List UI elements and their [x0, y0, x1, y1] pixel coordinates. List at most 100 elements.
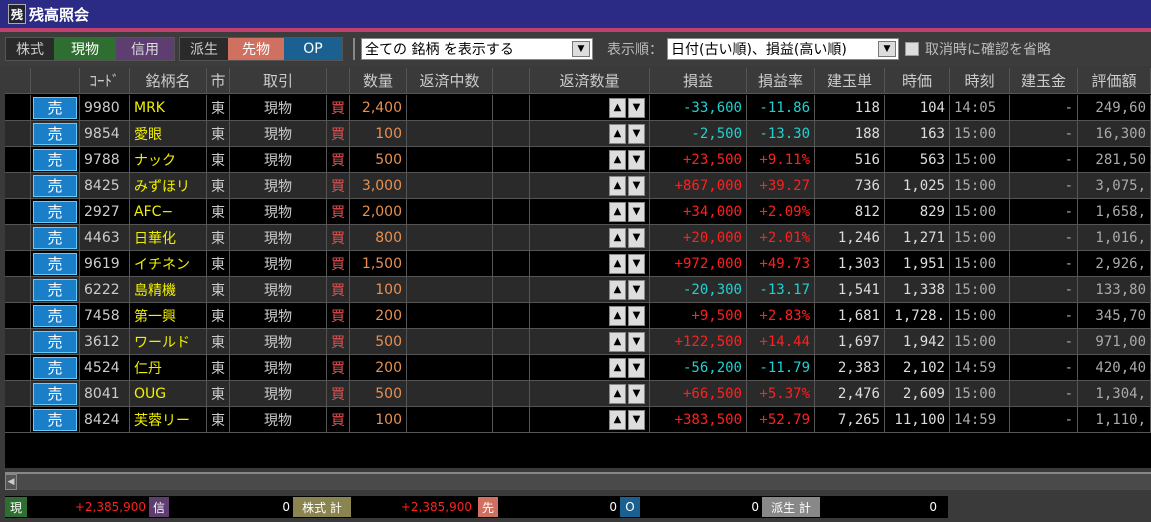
price-cell: 1,728. — [885, 303, 950, 329]
market-cell: 東 — [207, 407, 230, 433]
table-row: 売 9854 愛眼東現物買 100 ▲ ▼ -2,500 -13.30 188 163 15:00-… — [5, 121, 1151, 147]
increment-icon[interactable]: ▲ — [609, 175, 626, 196]
blank-cell — [493, 147, 530, 173]
column-header[interactable]: 返済数量 — [530, 68, 650, 94]
increment-icon[interactable]: ▲ — [609, 409, 626, 430]
increment-icon[interactable]: ▲ — [609, 331, 626, 352]
price-cell: 1,338 — [885, 277, 950, 303]
buy-mark: 買 — [327, 173, 350, 199]
sell-button[interactable]: 売 — [33, 408, 77, 431]
column-header[interactable]: 数量 — [350, 68, 407, 94]
market-cell: 東 — [207, 95, 230, 121]
margin-cell: - — [1010, 225, 1078, 251]
table-header: ｺｰﾄﾞ 銘柄名市取引 数量 返済中数 返済数量 損益 損益率 建玉単 時価 時刻 建玉金 評価額 — [5, 68, 1151, 94]
blank-cell — [5, 225, 31, 251]
futures-button[interactable]: 先物 — [228, 38, 284, 60]
column-header[interactable]: 銘柄名 — [130, 68, 207, 94]
buy-mark: 買 — [327, 121, 350, 147]
sell-button[interactable]: 売 — [33, 200, 77, 223]
sell-button[interactable]: 売 — [33, 226, 77, 249]
trade-cell: 現物 — [230, 251, 327, 277]
genbutsu-total-value: +2,385,900 — [74, 500, 146, 514]
column-header[interactable]: 損益 — [650, 68, 747, 94]
pending-cell — [407, 381, 493, 407]
column-header[interactable]: 建玉金 — [1010, 68, 1078, 94]
sell-button[interactable]: 売 — [33, 122, 77, 145]
decrement-icon[interactable]: ▼ — [628, 149, 645, 170]
quantity-cell: 500 — [350, 329, 407, 355]
decrement-icon[interactable]: ▼ — [628, 331, 645, 352]
sell-button[interactable]: 売 — [33, 382, 77, 405]
pending-cell — [407, 251, 493, 277]
skip-confirm-checkbox[interactable] — [905, 42, 919, 56]
pl-cell: +20,000 — [650, 225, 747, 251]
column-header[interactable] — [5, 68, 31, 94]
column-header[interactable]: ｺｰﾄﾞ — [80, 68, 130, 94]
column-header[interactable]: 取引 — [230, 68, 327, 94]
table-row: 売 8041 OUG 東現物買 500 ▲ ▼ +66,500 +5.37% 2,476 2,609… — [5, 381, 1151, 407]
increment-icon[interactable]: ▲ — [609, 201, 626, 222]
column-header[interactable] — [31, 68, 80, 94]
increment-icon[interactable]: ▲ — [609, 227, 626, 248]
sell-button[interactable]: 売 — [33, 304, 77, 327]
genbutsu-button[interactable]: 現物 — [54, 38, 116, 60]
increment-icon[interactable]: ▲ — [609, 123, 626, 144]
sell-button[interactable]: 売 — [33, 330, 77, 353]
column-header[interactable]: 損益率 — [747, 68, 815, 94]
sell-button[interactable]: 売 — [33, 96, 77, 119]
column-header[interactable]: 建玉単 — [815, 68, 885, 94]
decrement-icon[interactable]: ▼ — [628, 279, 645, 300]
buy-mark: 買 — [327, 277, 350, 303]
decrement-icon[interactable]: ▼ — [628, 97, 645, 118]
increment-icon[interactable]: ▲ — [609, 149, 626, 170]
chevron-down-icon[interactable]: ▼ — [878, 41, 896, 57]
column-header[interactable]: 時価 — [885, 68, 950, 94]
decrement-icon[interactable]: ▼ — [628, 357, 645, 378]
op-button[interactable]: OP — [284, 38, 342, 60]
market-cell: 東 — [207, 199, 230, 225]
increment-icon[interactable]: ▲ — [609, 357, 626, 378]
name-cell: イチネン — [130, 251, 207, 277]
increment-icon[interactable]: ▲ — [609, 97, 626, 118]
market-cell: 東 — [207, 355, 230, 381]
sell-button[interactable]: 売 — [33, 278, 77, 301]
market-cell: 東 — [207, 277, 230, 303]
decrement-icon[interactable]: ▼ — [628, 383, 645, 404]
increment-icon[interactable]: ▲ — [609, 279, 626, 300]
sell-button[interactable]: 売 — [33, 356, 77, 379]
increment-icon[interactable]: ▲ — [609, 253, 626, 274]
quantity-cell: 800 — [350, 225, 407, 251]
sort-value: 日付(古い順)、損益(高い順) — [671, 42, 847, 58]
column-header[interactable]: 時刻 — [950, 68, 1010, 94]
column-header[interactable]: 評価額 — [1078, 68, 1151, 94]
filter-select[interactable]: 全ての 銘柄 を表示する ▼ — [361, 38, 593, 60]
pl-cell: +34,000 — [650, 199, 747, 225]
increment-icon[interactable]: ▲ — [609, 383, 626, 404]
table-row: 売 4524 仁丹東現物買 200 ▲ ▼ -56,200 -11.79 2,383 2,102 1… — [5, 355, 1151, 381]
sell-button[interactable]: 売 — [33, 252, 77, 275]
decrement-icon[interactable]: ▼ — [628, 227, 645, 248]
column-header[interactable] — [493, 68, 530, 94]
decrement-icon[interactable]: ▼ — [628, 409, 645, 430]
quantity-cell: 2,000 — [350, 199, 407, 225]
stock-total-value: +2,385,900 — [400, 500, 472, 514]
code-cell: 9788 — [80, 147, 130, 173]
increment-icon[interactable]: ▲ — [609, 305, 626, 326]
column-header[interactable] — [327, 68, 350, 94]
sort-select[interactable]: 日付(古い順)、損益(高い順) ▼ — [667, 38, 899, 60]
column-header[interactable]: 市 — [207, 68, 230, 94]
deriv-total-value: 0 — [929, 500, 937, 514]
decrement-icon[interactable]: ▼ — [628, 175, 645, 196]
sell-button[interactable]: 売 — [33, 174, 77, 197]
buy-mark: 買 — [327, 303, 350, 329]
chevron-down-icon[interactable]: ▼ — [572, 41, 590, 57]
horizontal-scrollbar[interactable]: ◀ — [5, 472, 1151, 490]
decrement-icon[interactable]: ▼ — [628, 123, 645, 144]
decrement-icon[interactable]: ▼ — [628, 305, 645, 326]
scroll-left-icon[interactable]: ◀ — [5, 474, 17, 490]
column-header[interactable]: 返済中数 — [407, 68, 493, 94]
decrement-icon[interactable]: ▼ — [628, 253, 645, 274]
sell-button[interactable]: 売 — [33, 148, 77, 171]
decrement-icon[interactable]: ▼ — [628, 201, 645, 222]
shinyo-button[interactable]: 信用 — [116, 38, 174, 60]
